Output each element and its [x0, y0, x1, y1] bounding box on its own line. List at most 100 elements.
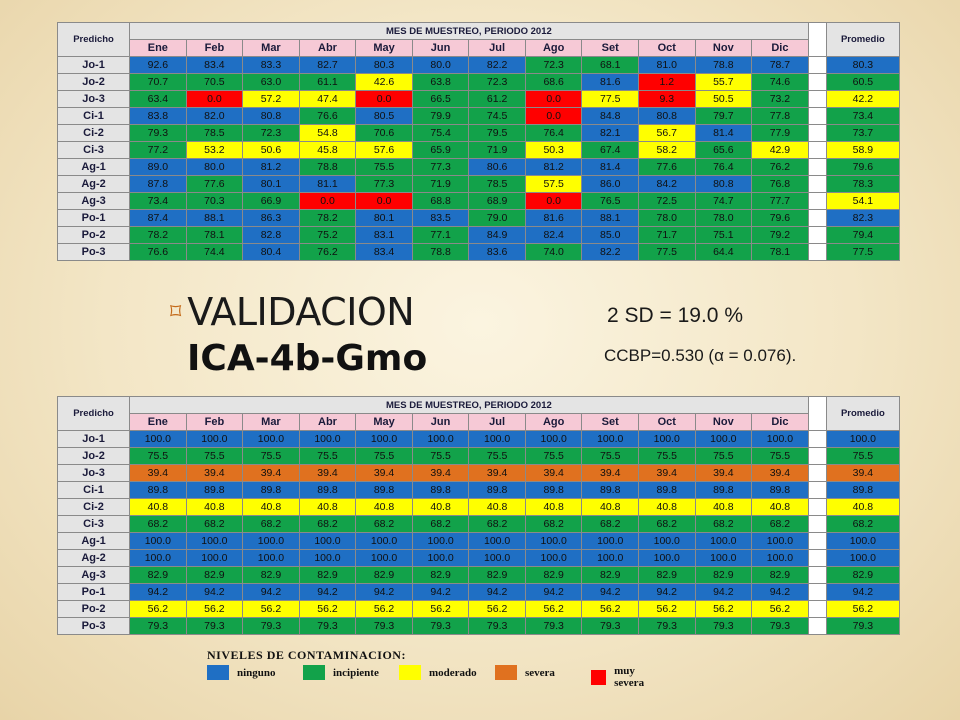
legend-title: NIVELES DE CONTAMINACION:	[207, 648, 406, 662]
table-cell: 77.9	[751, 124, 809, 142]
average-cell: 40.8	[825, 498, 901, 516]
table-cell: 75.2	[298, 226, 357, 244]
table-cell: 79.7	[694, 107, 753, 125]
average-cell: 100.0	[825, 430, 901, 448]
spacer-cell	[807, 515, 827, 533]
table-cell: 47.4	[298, 90, 357, 108]
spacer-cell	[807, 430, 827, 448]
table-cell: 39.4	[355, 464, 413, 482]
table-cell: 100.0	[694, 430, 753, 448]
row-label: Jo-1	[56, 430, 131, 448]
table-cell: 78.8	[298, 158, 357, 176]
table-cell: 89.8	[242, 481, 300, 499]
spacer-cell	[807, 498, 827, 516]
table-cell: 39.4	[468, 464, 526, 482]
average-cell: 77.5	[825, 243, 901, 261]
header-month: Set	[581, 39, 639, 57]
table-cell: 87.4	[129, 209, 187, 227]
table-cell: 89.8	[694, 481, 753, 499]
header-month: Jun	[411, 413, 470, 431]
table-cell: 74.6	[751, 73, 809, 91]
table-cell: 40.8	[298, 498, 357, 516]
table-cell: 100.0	[524, 549, 583, 567]
table-cell: 89.8	[185, 481, 244, 499]
header-month: May	[355, 413, 413, 431]
table-cell: 88.1	[581, 209, 639, 227]
table-cell: 100.0	[129, 532, 187, 550]
row-label: Ci-1	[56, 107, 131, 125]
table-cell: 68.2	[524, 515, 583, 533]
header-month: Ago	[524, 413, 583, 431]
header-month: Abr	[298, 413, 357, 431]
legend-label: moderado	[429, 666, 477, 679]
table-cell: 68.2	[468, 515, 526, 533]
table-cell: 100.0	[468, 549, 526, 567]
average-cell: 78.3	[825, 175, 901, 193]
header-month: Dic	[751, 413, 809, 431]
table-cell: 100.0	[355, 430, 413, 448]
row-label: Po-1	[56, 583, 131, 601]
table-cell: 100.0	[694, 532, 753, 550]
table-cell: 78.0	[638, 209, 696, 227]
table-cell: 63.8	[411, 73, 470, 91]
average-cell: 100.0	[825, 532, 901, 550]
table-cell: 79.3	[581, 617, 639, 635]
table-cell: 78.2	[298, 209, 357, 227]
table-cell: 70.6	[355, 124, 413, 142]
table-row: Jo-1 92.6 83.4 83.3 82.7 80.3 80.0 82.2 72.3 68.1…	[56, 56, 901, 74]
table-cell: 100.0	[694, 549, 753, 567]
table-cell: 61.1	[298, 73, 357, 91]
legend-item: muy severa	[591, 665, 651, 689]
header-period: MES DE MUESTREO, PERIODO 2012	[129, 396, 809, 414]
table-cell: 80.8	[638, 107, 696, 125]
header-month: Oct	[638, 413, 696, 431]
table-row: Ci-2 79.3 78.5 72.3 54.8 70.6 75.4 79.5 76.4 82.1…	[56, 124, 901, 142]
spacer-cell	[807, 107, 827, 125]
table-cell: 100.0	[411, 532, 470, 550]
table-cell: 79.6	[751, 209, 809, 227]
table-cell: 100.0	[242, 532, 300, 550]
table-cell: 79.3	[694, 617, 753, 635]
table-cell: 79.5	[468, 124, 526, 142]
legend-item: moderado	[399, 665, 477, 680]
validation-heading: ⌑ VALIDACION	[170, 290, 415, 334]
header-period: MES DE MUESTREO, PERIODO 2012	[129, 22, 809, 40]
header-month: Mar	[242, 39, 300, 57]
table-cell: 100.0	[581, 430, 639, 448]
table-cell: 75.5	[411, 447, 470, 465]
table-cell: 68.2	[411, 515, 470, 533]
header-month: Ago	[524, 39, 583, 57]
row-label: Po-1	[56, 209, 131, 227]
table-cell: 0.0	[355, 90, 413, 108]
table-cell: 81.2	[524, 158, 583, 176]
table-cell: 82.9	[638, 566, 696, 584]
table-cell: 73.2	[751, 90, 809, 108]
table-cell: 89.8	[751, 481, 809, 499]
average-cell: 82.3	[825, 209, 901, 227]
table-cell: 50.6	[242, 141, 300, 159]
table-cell: 86.0	[581, 175, 639, 193]
table-cell: 75.5	[298, 447, 357, 465]
average-cell: 73.4	[825, 107, 901, 125]
table-cell: 100.0	[129, 430, 187, 448]
table-cell: 39.4	[298, 464, 357, 482]
table-cell: 68.2	[638, 515, 696, 533]
table-cell: 79.3	[751, 617, 809, 635]
table-cell: 78.8	[694, 56, 753, 74]
table-cell: 82.9	[581, 566, 639, 584]
table-row: Po-1 94.2 94.2 94.2 94.2 94.2 94.2 94.2 94.2 94.2…	[56, 583, 901, 601]
table-cell: 76.2	[298, 243, 357, 261]
table-cell: 75.5	[524, 447, 583, 465]
table-cell: 66.9	[242, 192, 300, 210]
table-cell: 94.2	[129, 583, 187, 601]
table-cell: 81.4	[581, 158, 639, 176]
table-cell: 100.0	[581, 532, 639, 550]
table-cell: 75.4	[411, 124, 470, 142]
table-cell: 82.2	[468, 56, 526, 74]
row-label: Ag-2	[56, 175, 131, 193]
table-cell: 56.2	[524, 600, 583, 618]
average-cell: 54.1	[825, 192, 901, 210]
table-cell: 78.1	[751, 243, 809, 261]
table-cell: 89.8	[411, 481, 470, 499]
table-cell: 100.0	[524, 532, 583, 550]
